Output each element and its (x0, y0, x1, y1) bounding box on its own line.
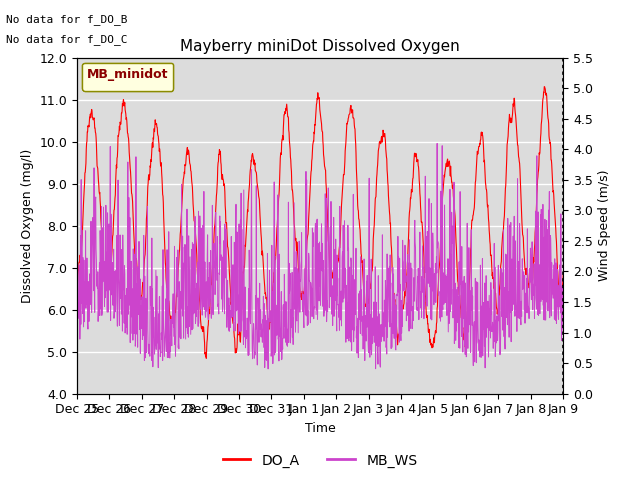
X-axis label: Time: Time (305, 422, 335, 435)
Y-axis label: Dissolved Oxygen (mg/l): Dissolved Oxygen (mg/l) (20, 148, 34, 303)
Title: Mayberry miniDot Dissolved Oxygen: Mayberry miniDot Dissolved Oxygen (180, 39, 460, 54)
Text: No data for f_DO_C: No data for f_DO_C (6, 34, 128, 45)
Y-axis label: Wind Speed (m/s): Wind Speed (m/s) (598, 170, 611, 281)
Legend: DO_A, MB_WS: DO_A, MB_WS (217, 448, 423, 473)
Legend:  (83, 63, 173, 91)
Text: No data for f_DO_B: No data for f_DO_B (6, 14, 128, 25)
